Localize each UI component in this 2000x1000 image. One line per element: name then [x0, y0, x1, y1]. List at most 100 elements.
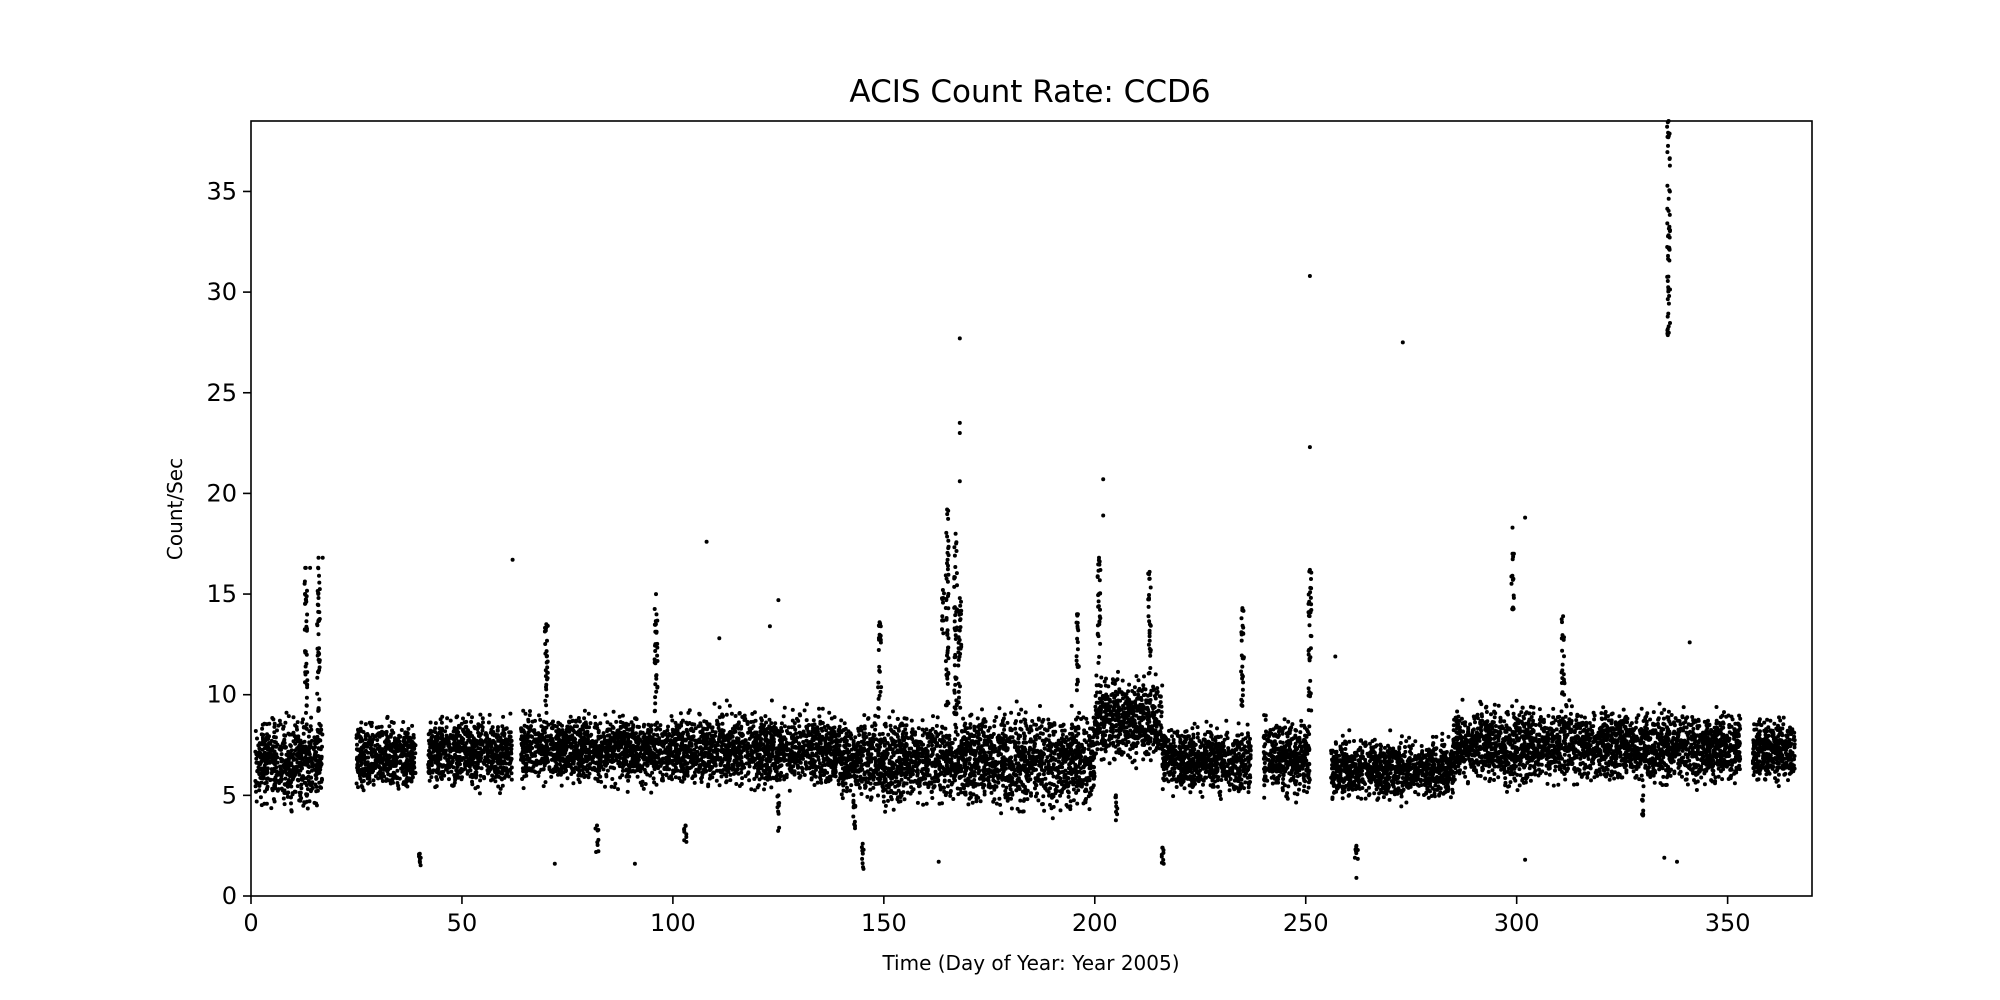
- data-point: [655, 749, 660, 754]
- data-point: [731, 763, 736, 768]
- data-point: [275, 760, 280, 765]
- data-point: [301, 717, 305, 722]
- data-point: [501, 714, 506, 719]
- data-point: [259, 732, 264, 737]
- data-point: [445, 716, 450, 721]
- data-point: [626, 763, 631, 768]
- data-point: [865, 794, 870, 799]
- data-point: [588, 721, 593, 726]
- data-point: [553, 741, 558, 746]
- data-point: [572, 770, 576, 774]
- data-point: [803, 760, 808, 765]
- data-point: [807, 733, 812, 738]
- data-point: [283, 782, 288, 787]
- data-point: [739, 770, 744, 775]
- data-point: [377, 758, 382, 763]
- data-point: [699, 763, 704, 767]
- data-point: [647, 745, 652, 750]
- data-point: [254, 760, 259, 765]
- data-point: [685, 765, 689, 770]
- data-point: [762, 787, 766, 792]
- data-point: [622, 729, 627, 734]
- data-point: [317, 760, 322, 765]
- data-point: [818, 719, 823, 724]
- data-point: [746, 730, 751, 735]
- data-point: [428, 720, 433, 725]
- data-point: [797, 724, 802, 729]
- data-point: [595, 726, 600, 731]
- data-point: [652, 766, 657, 771]
- data-point: [394, 741, 399, 745]
- data-point: [368, 762, 373, 767]
- data-point: [652, 744, 657, 749]
- data-point: [701, 747, 706, 752]
- data-point: [748, 744, 753, 749]
- data-point: [309, 715, 314, 720]
- data-point: [253, 749, 258, 754]
- data-point: [265, 744, 270, 749]
- data-point: [602, 734, 607, 739]
- data-point: [804, 718, 809, 723]
- data-point: [376, 771, 381, 776]
- data-point: [739, 767, 744, 771]
- data-point: [258, 751, 263, 756]
- data-point: [849, 783, 854, 788]
- data-point: [902, 766, 907, 771]
- data-point: [486, 749, 491, 754]
- data-point: [260, 766, 265, 771]
- data-point: [444, 725, 449, 730]
- data-point: [272, 777, 277, 782]
- data-point: [361, 778, 366, 783]
- data-point: [724, 779, 729, 784]
- data-point: [382, 740, 387, 744]
- data-point: [602, 759, 607, 764]
- data-point: [524, 739, 529, 744]
- data-point: [410, 750, 415, 755]
- data-point: [446, 738, 450, 743]
- data-point: [769, 721, 774, 726]
- data-point: [687, 708, 692, 713]
- data-point: [635, 764, 640, 769]
- data-point: [616, 732, 621, 736]
- data-point: [304, 792, 309, 797]
- data-point: [789, 725, 794, 730]
- data-point: [757, 752, 762, 757]
- data-point: [446, 759, 451, 764]
- data-point: [289, 801, 293, 806]
- data-point: [313, 750, 318, 754]
- data-point: [682, 759, 687, 764]
- data-point: [369, 748, 374, 753]
- data-point: [479, 756, 483, 761]
- data-point: [264, 777, 269, 781]
- data-point: [501, 766, 506, 771]
- data-point: [698, 730, 703, 734]
- data-point: [456, 748, 461, 753]
- data-point: [779, 737, 783, 741]
- data-point: [430, 770, 435, 775]
- data-point: [260, 726, 265, 731]
- data-point: [597, 764, 602, 769]
- data-point: [465, 734, 470, 739]
- data-point: [498, 791, 502, 796]
- data-point: [811, 726, 815, 731]
- data-point: [764, 767, 769, 772]
- data-point: [450, 755, 455, 760]
- data-point: [509, 747, 514, 751]
- data-point: [531, 739, 536, 744]
- data-point: [603, 745, 608, 750]
- data-point: [448, 733, 453, 737]
- data-point: [862, 713, 867, 718]
- data-point: [267, 747, 272, 752]
- data-point: [799, 733, 804, 738]
- data-point: [720, 721, 725, 726]
- data-point: [476, 722, 481, 727]
- data-point: [678, 733, 683, 738]
- data-point: [662, 756, 667, 761]
- data-point: [752, 765, 757, 770]
- data-point: [741, 762, 746, 767]
- data-point: [739, 782, 744, 786]
- data-point: [544, 746, 549, 751]
- data-point: [355, 742, 359, 747]
- data-point: [729, 711, 734, 716]
